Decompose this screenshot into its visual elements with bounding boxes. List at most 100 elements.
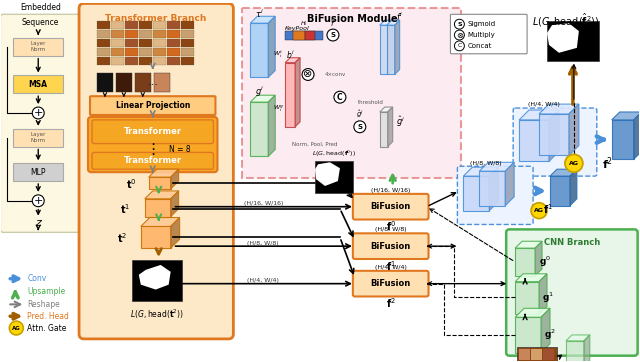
- Bar: [13, 129, 63, 147]
- Text: Embedded: Embedded: [20, 3, 61, 12]
- Bar: [166, 39, 180, 47]
- Bar: [153, 21, 166, 29]
- Text: Upsample: Upsample: [28, 287, 65, 296]
- Polygon shape: [479, 162, 514, 171]
- Bar: [111, 21, 124, 29]
- Polygon shape: [479, 171, 505, 206]
- Polygon shape: [515, 282, 539, 314]
- Polygon shape: [148, 169, 179, 177]
- Text: Layer
Norm: Layer Norm: [31, 42, 46, 52]
- Text: KeyPool: KeyPool: [285, 26, 310, 31]
- Circle shape: [454, 41, 465, 51]
- Bar: [519, 361, 530, 362]
- FancyBboxPatch shape: [353, 194, 429, 219]
- Text: $H_i$: $H_i$: [300, 19, 308, 28]
- Polygon shape: [515, 248, 535, 276]
- Bar: [315, 161, 353, 193]
- Text: AG: AG: [534, 208, 544, 213]
- Bar: [132, 260, 182, 302]
- Text: $W_i^t$: $W_i^t$: [273, 49, 284, 60]
- Bar: [125, 48, 138, 56]
- Text: ⊗: ⊗: [456, 30, 463, 39]
- Bar: [243, 8, 461, 178]
- Bar: [166, 48, 180, 56]
- Polygon shape: [612, 112, 640, 120]
- Polygon shape: [515, 317, 541, 353]
- Bar: [531, 349, 542, 359]
- Bar: [531, 361, 542, 362]
- Text: (H/8, W/8): (H/8, W/8): [375, 227, 406, 232]
- Bar: [139, 48, 152, 56]
- Polygon shape: [566, 341, 584, 362]
- Bar: [125, 39, 138, 47]
- Text: $\mathbf{g}^0$: $\mathbf{g}^0$: [539, 255, 551, 269]
- Bar: [111, 30, 124, 38]
- Polygon shape: [139, 265, 171, 290]
- FancyBboxPatch shape: [513, 108, 596, 176]
- Polygon shape: [570, 169, 577, 206]
- Text: $\mathbf{f}^2$: $\mathbf{f}^2$: [602, 155, 613, 172]
- Circle shape: [334, 91, 346, 103]
- Bar: [111, 57, 124, 65]
- Polygon shape: [539, 114, 569, 155]
- Text: S: S: [330, 32, 335, 38]
- Text: Reshape: Reshape: [28, 300, 60, 309]
- Text: Conv: Conv: [28, 274, 47, 283]
- Text: $g^i$: $g^i$: [255, 85, 264, 99]
- Text: ⊗: ⊗: [303, 70, 313, 80]
- Text: Pred. Head: Pred. Head: [28, 312, 69, 321]
- FancyBboxPatch shape: [353, 271, 429, 296]
- Text: (H/16, W/16): (H/16, W/16): [244, 201, 283, 206]
- Circle shape: [10, 321, 23, 335]
- Bar: [13, 76, 63, 93]
- Polygon shape: [634, 112, 640, 159]
- FancyBboxPatch shape: [458, 166, 533, 224]
- Bar: [139, 21, 152, 29]
- Text: $f^i$: $f^i$: [396, 11, 403, 23]
- Polygon shape: [171, 169, 179, 189]
- Bar: [519, 349, 530, 359]
- Text: $\mathbf{t}^1$: $\mathbf{t}^1$: [120, 202, 131, 216]
- Text: 4×conv: 4×conv: [325, 72, 346, 77]
- Polygon shape: [547, 23, 579, 53]
- Polygon shape: [550, 176, 570, 206]
- FancyBboxPatch shape: [451, 14, 527, 54]
- Text: N = 8: N = 8: [169, 145, 191, 154]
- Text: Concat: Concat: [467, 43, 492, 49]
- Text: (H/8, W/8): (H/8, W/8): [248, 241, 279, 246]
- Bar: [139, 57, 152, 65]
- FancyBboxPatch shape: [92, 120, 214, 144]
- Text: AG: AG: [569, 161, 579, 166]
- Bar: [180, 39, 193, 47]
- FancyBboxPatch shape: [88, 117, 218, 172]
- FancyBboxPatch shape: [79, 4, 234, 339]
- Bar: [153, 48, 166, 56]
- Text: $\hat{f}^i$: $\hat{f}^i$: [330, 18, 336, 29]
- Bar: [97, 57, 110, 65]
- Bar: [285, 31, 323, 40]
- Polygon shape: [515, 241, 542, 248]
- Text: $b^i$: $b^i$: [285, 48, 294, 61]
- Bar: [125, 21, 138, 29]
- Polygon shape: [395, 20, 399, 75]
- Text: $\mathbf{f}^0$: $\mathbf{f}^0$: [385, 219, 396, 233]
- Text: Transformer: Transformer: [124, 127, 182, 136]
- Bar: [139, 30, 152, 38]
- Text: Attn. Gate: Attn. Gate: [28, 324, 67, 333]
- Polygon shape: [541, 308, 550, 353]
- Bar: [13, 38, 63, 56]
- Bar: [125, 57, 138, 65]
- Circle shape: [454, 30, 465, 40]
- FancyBboxPatch shape: [92, 152, 214, 169]
- Bar: [97, 48, 110, 56]
- Text: $\hat{g}^i$: $\hat{g}^i$: [356, 109, 364, 121]
- Text: +: +: [33, 196, 43, 206]
- Polygon shape: [250, 23, 268, 77]
- Text: CNN Branch: CNN Branch: [544, 238, 600, 247]
- Circle shape: [565, 155, 583, 172]
- Text: Norm, Pool, Pred: Norm, Pool, Pred: [292, 142, 338, 147]
- Text: $\hat{g}^i$: $\hat{g}^i$: [396, 115, 404, 129]
- Text: Sequence: Sequence: [22, 18, 59, 27]
- Polygon shape: [380, 20, 393, 25]
- Text: z: z: [35, 219, 41, 228]
